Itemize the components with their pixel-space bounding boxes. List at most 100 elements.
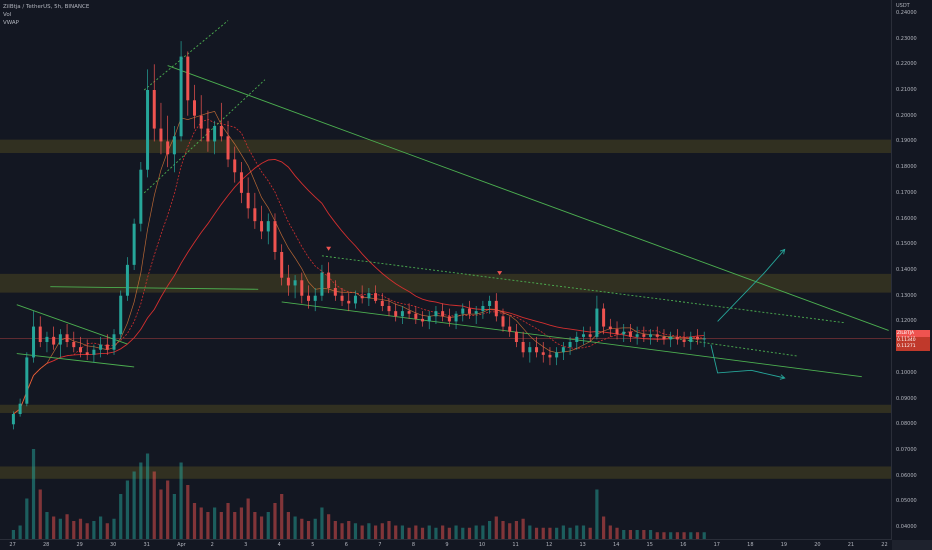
time-axis[interactable]: 27 28 29 30 31 Apr 2 3 4 5 6 7 8 9 10 11 12 13 14 15 16 17 18 1… <box>0 539 892 550</box>
volume-bar <box>253 512 257 539</box>
volume-bar <box>561 525 565 539</box>
volume-bar <box>340 523 344 539</box>
volume-bar <box>669 532 673 539</box>
candle-body <box>132 223 136 265</box>
axis-corner[interactable] <box>892 540 932 550</box>
price-tick-label: 0.08000 <box>896 421 917 428</box>
trendline-2 <box>50 286 259 290</box>
candle-body <box>575 336 579 342</box>
candle-body <box>407 311 411 314</box>
volume-bar <box>246 498 250 539</box>
volume-bar <box>11 530 16 539</box>
candle-body <box>206 128 210 142</box>
time-tick-label: 16 <box>680 542 687 548</box>
candle-body <box>427 316 431 322</box>
volume-bar <box>353 523 358 539</box>
volume-bar <box>689 532 693 539</box>
price-tick-label: 0.10000 <box>896 369 917 376</box>
price-tick-label: 0.07000 <box>896 447 917 453</box>
vwap-line <box>13 110 705 415</box>
volume-bar <box>186 485 190 539</box>
price-axis[interactable]: USDT 0.24000 0.23000 0.22000 0.21000 0.20000… <box>891 0 932 540</box>
legend-symbol[interactable]: ZilBtja / TetherUS, 5h, BINANCE <box>3 4 90 10</box>
candle-body <box>186 56 190 101</box>
volume-bar <box>642 530 646 539</box>
candle-body <box>172 136 176 155</box>
price-axis-currency: USDT <box>896 3 910 9</box>
candle-body <box>119 295 123 335</box>
projection-arrowhead-0 <box>779 248 786 255</box>
volume-bar <box>508 523 512 539</box>
volume-bar <box>38 489 42 539</box>
price-tick-label: 0.19000 <box>896 138 917 145</box>
price-tick-label: 0.04000 <box>896 524 917 531</box>
volume-bar <box>628 530 633 539</box>
candle-body <box>38 326 42 342</box>
volume-bar <box>327 514 331 539</box>
candle-body <box>400 311 404 317</box>
volume-bar <box>192 503 197 539</box>
candle-body <box>219 126 223 137</box>
down-arrow-marker-0 <box>326 246 332 251</box>
price-tick-label: 0.12000 <box>896 318 917 325</box>
price-tick-label: 0.06000 <box>896 472 917 479</box>
volume-bar <box>213 507 217 539</box>
candle-body <box>615 329 619 335</box>
chart-canvas[interactable] <box>0 0 892 540</box>
volume-bar <box>461 527 465 539</box>
candle-body <box>387 306 391 312</box>
candle-body <box>58 334 62 345</box>
volume-bar <box>548 527 552 539</box>
volume-bar <box>112 518 116 539</box>
candle-body <box>367 293 371 299</box>
volume-bar <box>702 532 706 539</box>
candle-body <box>414 313 418 319</box>
candle-body <box>541 352 545 355</box>
volume-bar <box>239 507 244 539</box>
candle-body <box>146 90 150 170</box>
ema-slow-line <box>13 158 705 415</box>
candle-body <box>293 280 297 286</box>
time-tick-label: 2 <box>210 542 214 548</box>
price-tag-2: 0.11271 <box>896 343 930 351</box>
volume-bar <box>31 449 36 539</box>
time-tick-label: 21 <box>847 542 855 548</box>
trendline-4 <box>281 301 862 378</box>
price-tick-label: 0.23000 <box>896 35 917 42</box>
candle-body <box>213 126 217 142</box>
volume-bar <box>72 521 76 539</box>
volume-bar <box>555 527 559 539</box>
candle-body <box>514 331 518 342</box>
legend-vwap[interactable]: VWAP <box>3 20 19 26</box>
price-tick-label: 0.22000 <box>896 61 917 68</box>
sr-zone-0 <box>0 139 892 153</box>
candle-body <box>561 347 565 353</box>
volume-bar <box>487 521 492 539</box>
volume-bar <box>400 525 405 539</box>
trendline-0 <box>16 304 128 345</box>
volume-bar <box>534 527 539 539</box>
candle-body <box>92 349 96 355</box>
candle-body <box>467 308 471 314</box>
candle-body <box>682 339 686 342</box>
candle-body <box>481 306 485 312</box>
candle-body <box>655 334 659 337</box>
price-tick-label: 0.17000 <box>896 189 917 196</box>
volume-bar <box>682 532 686 539</box>
candle-body <box>45 336 49 342</box>
price-tick-label: 0.14000 <box>896 267 917 273</box>
candle-body <box>307 295 311 301</box>
candle-body <box>139 169 143 224</box>
candle-body <box>689 336 693 342</box>
candle-body <box>99 344 103 350</box>
candle-body <box>25 357 29 404</box>
candle-body <box>555 352 559 358</box>
volume-bar <box>78 518 83 539</box>
candle-body <box>581 334 585 337</box>
candle-body <box>635 334 639 337</box>
legend-vol[interactable]: Vol <box>3 12 12 18</box>
candle-body <box>166 141 170 155</box>
volume-bar <box>286 512 290 539</box>
candle-body <box>662 336 666 340</box>
candle-body <box>494 300 498 317</box>
